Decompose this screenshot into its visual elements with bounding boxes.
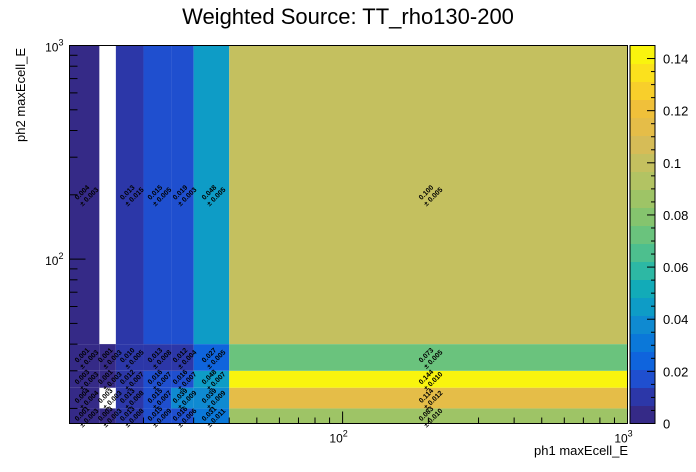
heatmap-cell [69,387,100,409]
heatmap-cell [193,370,230,388]
colorbar-segment [630,81,655,100]
heatmap-cell [115,370,144,388]
colorbar-segment [630,351,655,370]
heatmap-cell [193,344,230,371]
heatmap-cell [229,387,628,409]
heatmap-cell [69,344,100,371]
colorbar-tick-label: 0.1 [663,156,681,171]
heatmap-cell [193,45,230,345]
colorbar-segment [630,279,655,298]
heatmap-cell [99,370,116,388]
x-tick-label: 103 [614,429,632,446]
y-axis-title: ph2 maxEcell_E [13,48,28,142]
chart-title: Weighted Source: TT_rho130-200 [182,4,514,29]
colorbar-segment [630,369,655,388]
y-axis: 102 103 [45,38,86,409]
heatmap-cell [171,370,194,388]
colorbar-segment [630,243,655,262]
colorbar-segment [630,207,655,226]
plot-frame [69,45,628,424]
heatmap-cell [229,344,628,371]
x-axis-title: ph1 maxEcell_E [534,443,628,458]
colorbar-segment [630,99,655,118]
colorbar-segment [630,297,655,316]
colorbar-segment [630,315,655,334]
colorbar-segment [630,135,655,154]
x-axis: 102 103 [142,411,633,446]
colorbar-segment [630,153,655,172]
heatmap-cell [99,408,116,424]
heatmap-cell [143,370,172,388]
colorbar-segment [630,333,655,352]
heatmap-cell [115,45,144,345]
colorbar-segment [630,63,655,82]
heatmap-cell [171,344,194,371]
heatmap-cell [171,45,194,345]
heatmap-cell [143,387,172,409]
colorbar-tick-label: 0.06 [663,260,688,275]
colorbar-tick-label: 0.08 [663,208,688,223]
colorbar-segment [630,117,655,136]
colorbar-segment [630,261,655,280]
heatmap-cell [115,387,144,409]
heatmap-cell [115,408,144,424]
colorbar-tick-label: 0.02 [663,364,688,379]
colorbar-tick-label: 0 [663,417,670,432]
heatmap-cell [69,370,100,388]
y-tick-label: 103 [45,38,63,55]
heatmap-cell [229,45,628,345]
colorbar-segment [630,189,655,208]
heatmap-cell [171,387,194,409]
heatmap-cell [193,408,230,424]
heatmap-cell [229,370,628,388]
heatmap-cell [193,387,230,409]
heatmap-cell [69,408,100,424]
colorbar-tick-label: 0.14 [663,52,688,67]
heatmap-cells [69,45,628,424]
colorbar: 0 0.02 0.04 0.06 0.08 0.1 0.12 0.14 [629,45,688,432]
colorbar-segment [630,405,655,424]
heatmap-cell [143,45,172,345]
heatmap-cell [99,344,116,371]
y-tick-label: 102 [45,251,63,268]
colorbar-segment [630,225,655,244]
heatmap-cell [143,344,172,371]
colorbar-frame [629,45,656,424]
x-tick-label: 102 [329,429,347,446]
colorbar-segment [630,387,655,406]
heatmap-cell [171,408,194,424]
heatmap-cell [229,408,628,424]
heatmap-cell [115,344,144,371]
heatmap-cell [143,408,172,424]
colorbar-segment [630,171,655,190]
colorbar-segment [630,45,655,64]
colorbar-tick-label: 0.04 [663,312,688,327]
colorbar-tick-label: 0.12 [663,104,688,119]
